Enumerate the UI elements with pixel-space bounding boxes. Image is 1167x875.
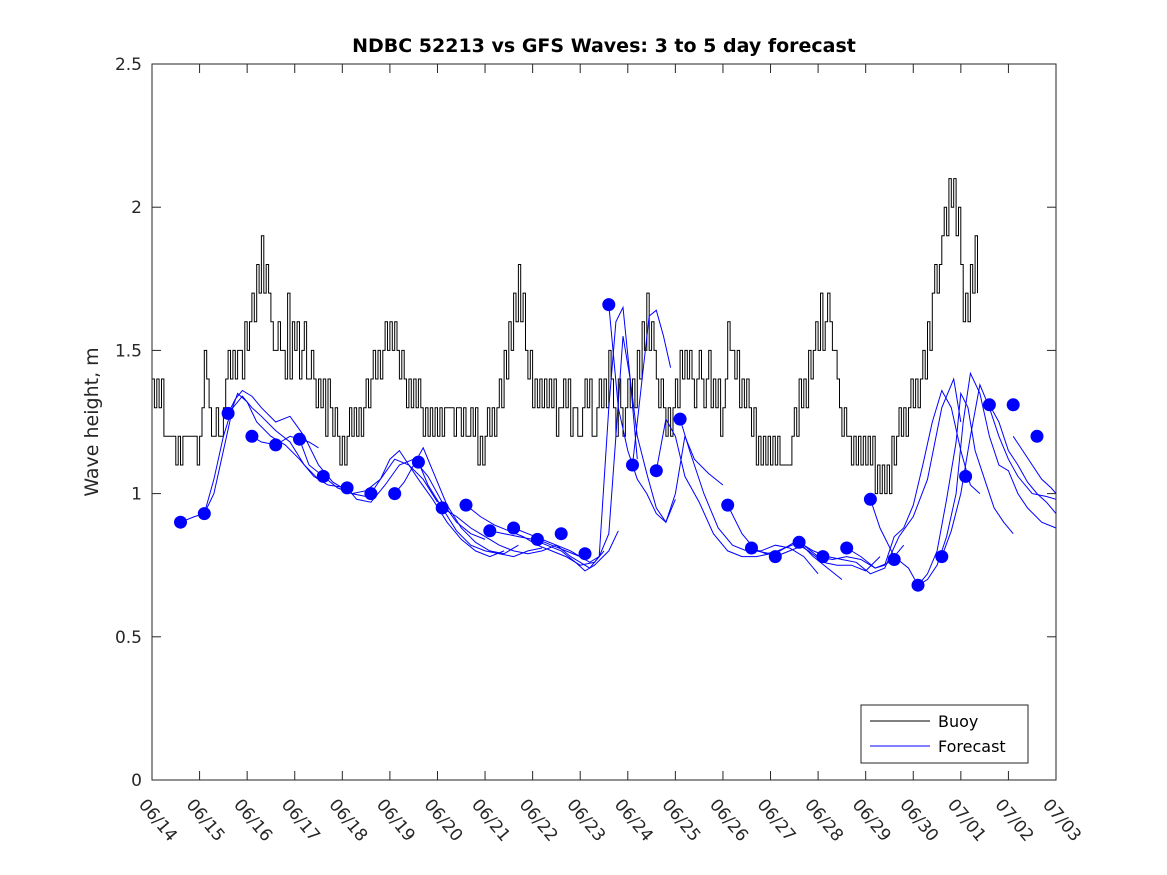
plot-area-border <box>151 63 1057 781</box>
forecast-point <box>459 498 473 512</box>
forecast-point <box>840 541 854 555</box>
forecast-point <box>364 487 378 501</box>
y-tick-label: 2 <box>131 198 142 218</box>
forecast-run-line <box>869 391 1014 587</box>
forecast-run-line <box>251 435 319 449</box>
forecast-point <box>340 481 354 495</box>
forecast-point <box>959 469 973 483</box>
forecast-run-line <box>655 417 771 558</box>
forecast-point <box>768 550 782 564</box>
plot-content <box>152 178 1057 592</box>
forecast-point <box>721 498 735 512</box>
forecast-point <box>792 535 806 549</box>
forecast-point <box>269 438 283 452</box>
forecast-point <box>1006 398 1020 412</box>
y-axis-ticks: 0 0.5 1 1.5 2 2.5 <box>115 55 1056 791</box>
forecast-point <box>221 406 235 420</box>
forecast-point <box>435 501 449 515</box>
forecast-point <box>673 412 687 426</box>
forecast-run-line <box>988 404 1057 514</box>
forecast-run-line <box>608 304 724 524</box>
forecast-run-line <box>441 507 586 560</box>
legend-label-buoy: Buoy <box>938 712 978 731</box>
forecast-run-line <box>632 309 672 466</box>
forecast-run-line <box>203 392 348 514</box>
y-tick-label: 0 <box>131 771 142 791</box>
forecast-point <box>602 298 616 312</box>
forecast-point <box>578 547 592 561</box>
y-tick-label: 0.5 <box>115 628 142 648</box>
forecast-point <box>483 524 497 538</box>
legend-label-forecast: Forecast <box>938 737 1006 756</box>
y-tick-label: 1 <box>131 485 142 505</box>
forecast-point <box>816 550 830 564</box>
y-axis-label: Wave height, m <box>81 347 103 496</box>
forecast-point <box>316 469 330 483</box>
forecast-point <box>530 532 544 546</box>
forecast-point <box>197 507 211 521</box>
forecast-point <box>507 521 521 535</box>
forecast-point <box>649 464 663 478</box>
forecast-point <box>554 527 568 541</box>
forecast-point <box>982 398 996 412</box>
forecast-point <box>626 458 639 472</box>
legend-box <box>860 704 1029 764</box>
forecast-point <box>245 429 259 443</box>
forecast-point <box>745 541 758 555</box>
forecast-run-line <box>846 389 981 569</box>
buoy-line <box>152 178 978 495</box>
legend: Buoy Forecast <box>860 704 1029 764</box>
forecast-run-line <box>941 383 1057 557</box>
forecast-run-line <box>489 530 619 572</box>
chart-title: NDBC 52213 vs GFS Waves: 3 to 5 day fore… <box>352 35 856 57</box>
y-tick-label: 2.5 <box>115 55 142 75</box>
forecast-run-line <box>370 449 505 558</box>
forecast-point <box>388 487 402 501</box>
forecast-point <box>911 578 925 592</box>
forecast-point <box>174 515 187 529</box>
forecast-point <box>935 550 949 564</box>
y-tick-label: 1.5 <box>115 341 142 361</box>
forecast-run-line <box>417 461 543 558</box>
forecast-run-line <box>537 305 676 563</box>
forecast-point <box>887 553 901 566</box>
forecast-run-line <box>227 389 367 497</box>
forecast-point <box>863 492 877 506</box>
forecast-run-line <box>1012 436 1057 494</box>
forecast-point <box>1030 429 1044 443</box>
forecast-point <box>293 432 306 446</box>
forecast-point <box>411 455 425 469</box>
